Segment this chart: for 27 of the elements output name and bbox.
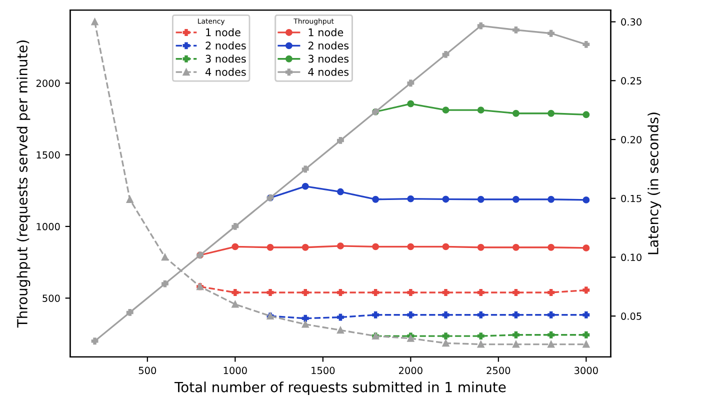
y-axis-title: Throughput (requests served per minute)	[16, 40, 30, 328]
x-tick-label: 1000	[224, 366, 247, 374]
x-tick-label: 3000	[574, 366, 598, 374]
y2-axis-title: Latency (in seconds)	[648, 112, 662, 254]
legend-label: 4 nodes	[206, 68, 246, 76]
x-tick-label: 2000	[399, 366, 422, 374]
y2-tick-label: 0.25	[621, 77, 642, 84]
y2-tick-label: 0.30	[621, 18, 642, 26]
x-tick-label: 500	[138, 366, 156, 374]
y2-tick-label: 0.10	[621, 254, 642, 262]
legend-label: 4 nodes	[308, 68, 349, 76]
legend-label: 1 node	[206, 28, 240, 36]
legend-label: 2 nodes	[206, 41, 246, 50]
y-tick-label: 500	[42, 294, 60, 302]
y2-tick-label: 0.15	[621, 194, 642, 202]
legend-label: 3 nodes	[308, 54, 349, 63]
x-tick-label: 2500	[486, 366, 510, 374]
legend-label: 2 nodes	[308, 41, 349, 50]
y-tick-label: 1500	[36, 151, 60, 159]
y2-tick-label: 0.20	[621, 136, 642, 144]
legend-label: 3 nodes	[206, 54, 246, 63]
y-tick-label: 2000	[36, 80, 60, 87]
y2-tick-label: 0.05	[621, 312, 642, 320]
x-axis-title: Total number of requests submitted in 1 minute	[174, 382, 506, 396]
x-tick-label: 1500	[312, 366, 335, 374]
y-tick-label: 1000	[36, 222, 60, 230]
legend-label: 1 node	[308, 28, 344, 36]
